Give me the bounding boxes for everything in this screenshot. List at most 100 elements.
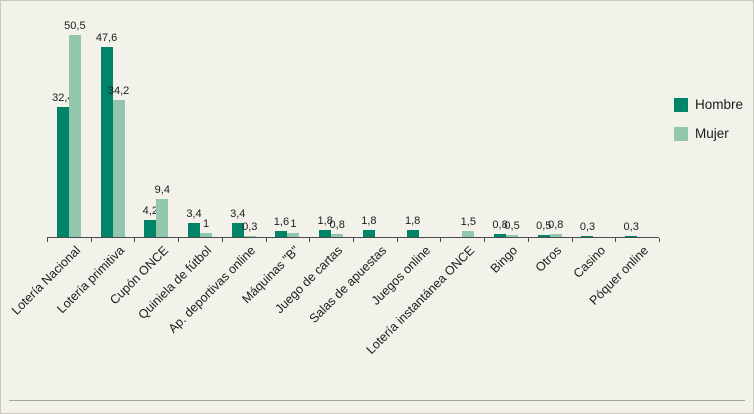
legend-swatch-hombre [673,97,688,112]
axis-tick [309,238,311,242]
value-label: 1,8 [317,215,333,227]
bar-mujer [462,231,475,237]
axis-tick [659,238,660,242]
x-axis-label: Otros [532,243,565,275]
axis-tick [527,238,529,242]
axis-tick [440,238,442,242]
bar-mujer [112,100,125,237]
value-label: 47,6 [95,32,118,44]
value-label: 1,5 [460,216,476,228]
bar-slot [450,29,462,237]
bar-mujer [506,235,519,237]
bar-slot: 9,4 [154,29,170,237]
bar-slot: 1,8 [361,29,377,237]
bar-slot: 0,8 [548,29,564,237]
axis-tick [178,238,180,242]
bar-hombre [100,47,113,237]
bar-slot: 0,3 [242,29,257,237]
bar-slot: 0,3 [623,29,639,237]
bar-group: 4,2 9,4 [134,29,178,237]
bar-slot: 4,2 [142,29,158,237]
bar-slot [637,29,649,237]
legend-item-hombre: Hombre [673,97,743,112]
bar-slot: 1,5 [460,29,476,237]
bar-group: 1,8 [353,29,397,237]
x-axis-label: Bingo [487,243,521,276]
plot-area: 32,4 50,5 Lotería Nacional 47,6 34,2 Lotería … [9,21,660,357]
legend-item-mujer: Mujer [673,126,743,141]
legend-label-mujer: Mujer [694,126,729,141]
axis-tick [353,238,354,242]
bar-slot: 1 [287,29,300,237]
bar-group: 0,3 [615,29,659,237]
bar-mujer [200,233,213,237]
bar-slot: 0,5 [536,29,552,237]
value-label: 1,8 [404,215,421,227]
axis-tick [396,238,398,242]
axis-tick [47,238,48,242]
bar-group: 0,5 0,8 [528,29,572,237]
bar-mujer [331,234,344,237]
legend: Hombre Mujer [673,97,743,141]
bar-slot [375,29,387,237]
bar-mujer [287,233,300,237]
bar-slot: 1,6 [273,29,290,237]
bar-slot: 32,4 [52,29,74,237]
bar-hombre [144,220,157,237]
x-axis-label: Salas de apuestas [306,243,390,326]
bar-hombre [625,236,638,237]
bar-hombre [494,234,507,237]
bar-slot: 3,4 [230,29,246,237]
bar-slot: 34,2 [108,29,129,237]
bar-group: 32,4 50,5 [47,21,91,237]
bar-slot: 1,8 [404,29,421,237]
value-label: 0,3 [623,221,639,233]
bar-hombre [231,223,244,237]
bar-mujer [549,234,562,237]
bar-group: 47,6 34,2 [91,29,135,237]
bar-slot: 1 [200,29,213,237]
bar-hombre [188,223,201,237]
bar-slot: 0,5 [504,29,520,237]
bar-slot: 47,6 [96,29,117,237]
bar-group: 0,3 [572,29,616,237]
bar-slot: 50,5 [64,21,86,237]
value-label: 0,5 [536,220,552,232]
bar-mujer [68,35,81,237]
bar-hombre [275,231,288,237]
value-label: 3,4 [230,208,246,220]
bottom-frame-line [9,400,745,401]
bar-mujer [156,199,169,237]
bar-slot: 0,8 [329,29,345,237]
bar-group: 1,6 1 [266,29,310,237]
value-label: 50,5 [64,20,86,32]
value-label: 34,2 [107,85,130,97]
axis-tick [571,238,573,242]
x-axis-label: Casino [570,243,608,281]
value-label: 3,4 [186,208,202,220]
legend-label-hombre: Hombre [694,97,743,112]
value-label: 0,5 [504,220,520,232]
value-label: 0,8 [329,219,345,231]
axis-tick [265,238,267,242]
bar-group: 3,4 0,3 [222,29,266,237]
bar-slot [593,29,605,237]
legend-swatch-mujer [673,126,688,141]
value-label: 0,8 [492,219,508,231]
bar-hombre [362,230,375,237]
bar-group: 1,8 [397,29,441,237]
bar-hombre [581,236,594,237]
axis-tick [134,238,136,242]
value-label: 0,8 [548,219,564,231]
value-label: 4,2 [142,205,158,217]
bar-group: 1,5 [440,29,484,237]
bar-group: 0,8 0,5 [484,29,528,237]
bar-hombre [406,230,419,237]
value-label: 1,8 [361,215,377,227]
value-label: 9,4 [154,184,170,196]
value-label: 1 [290,218,297,230]
axis-tick [90,238,92,242]
bar-slot: 3,4 [186,29,202,237]
value-label: 1,6 [273,216,290,228]
